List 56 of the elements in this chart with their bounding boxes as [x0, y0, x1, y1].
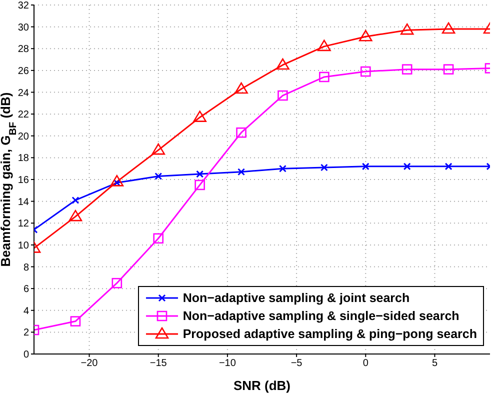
y-tick-label: 12 — [18, 218, 30, 230]
y-tick-label: 30 — [18, 22, 30, 34]
point — [193, 110, 206, 122]
point — [358, 30, 372, 42]
point — [403, 162, 411, 170]
point — [234, 82, 248, 94]
point — [154, 172, 162, 180]
point — [320, 164, 328, 172]
y-tick-label: 26 — [18, 66, 30, 77]
point — [443, 64, 454, 74]
y-tick-label: 22 — [18, 110, 30, 121]
y-tick-label: 20 — [18, 131, 30, 142]
x-tick-label: −5 — [290, 358, 303, 370]
y-tick-label: 8 — [23, 262, 30, 274]
point — [72, 196, 80, 204]
y-tick-label: 2 — [23, 328, 30, 339]
point — [402, 64, 412, 74]
point — [444, 162, 452, 170]
point — [236, 127, 246, 138]
y-tick-label: 0 — [23, 350, 30, 361]
y-tick-label: 6 — [23, 284, 30, 296]
y-tick-label: 18 — [18, 153, 30, 164]
point — [152, 143, 166, 155]
legend-label: Non−adaptive sampling & single−sided search — [182, 309, 460, 323]
point — [194, 180, 205, 190]
x-axis-title: SNR (dB) — [233, 378, 291, 393]
point — [278, 164, 286, 172]
legend-label: Non−adaptive sampling & joint search — [182, 291, 410, 305]
point — [278, 90, 288, 101]
point — [70, 316, 81, 326]
point — [110, 175, 124, 186]
y-tick-label: 4 — [23, 306, 30, 317]
y-tick-label: 14 — [18, 196, 30, 208]
y-tick-label: 10 — [18, 240, 30, 252]
point — [153, 233, 164, 244]
point — [238, 168, 246, 176]
point — [196, 170, 204, 178]
point — [318, 40, 331, 52]
y-tick-label: 24 — [18, 88, 30, 99]
y-tick-label: 16 — [18, 175, 30, 186]
point — [360, 66, 371, 77]
point — [112, 278, 122, 288]
x-tick-label: −20 — [80, 358, 98, 370]
point — [68, 210, 82, 222]
legend-label: Proposed adaptive sampling & ping−pong search — [182, 327, 477, 341]
x-tick-label: 0 — [362, 358, 369, 370]
point — [442, 22, 456, 34]
y-tick-label: 28 — [18, 44, 30, 56]
point — [362, 162, 370, 170]
x-tick-label: −10 — [218, 358, 236, 370]
point — [400, 23, 414, 35]
point — [319, 72, 330, 82]
y-tick-label: 32 — [18, 0, 30, 12]
x-tick-label: −15 — [150, 358, 168, 370]
x-tick-label: 5 — [432, 358, 438, 370]
point — [276, 58, 290, 70]
